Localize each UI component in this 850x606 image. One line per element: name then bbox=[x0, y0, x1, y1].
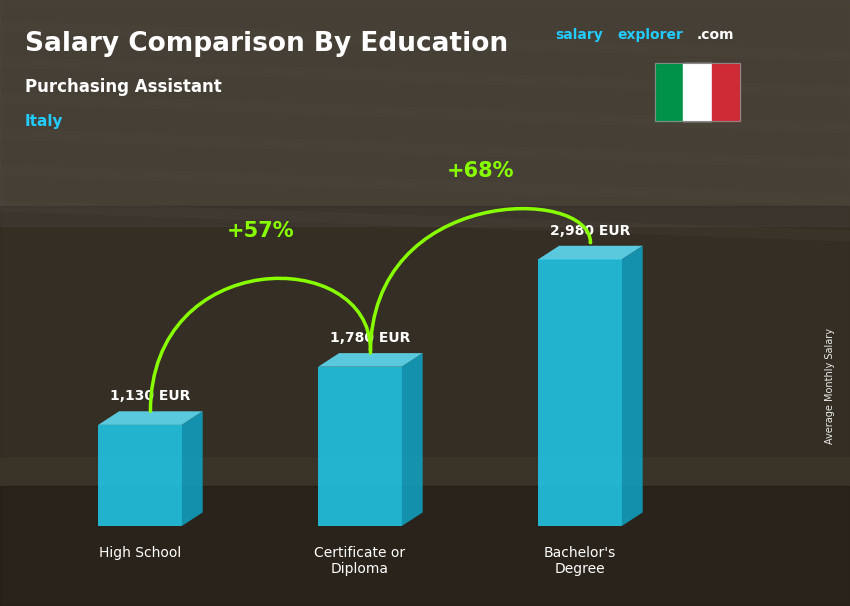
FancyArrowPatch shape bbox=[150, 278, 371, 411]
Text: Purchasing Assistant: Purchasing Assistant bbox=[25, 78, 222, 96]
Text: 1,130 EUR: 1,130 EUR bbox=[110, 389, 190, 404]
Text: +57%: +57% bbox=[227, 221, 294, 241]
Bar bbox=[0, 0, 850, 226]
Bar bbox=[655, 63, 683, 121]
Text: Average Monthly Salary: Average Monthly Salary bbox=[825, 328, 835, 444]
Bar bbox=[683, 63, 711, 121]
Text: Italy: Italy bbox=[25, 114, 64, 129]
Polygon shape bbox=[99, 425, 182, 526]
Text: explorer: explorer bbox=[617, 28, 683, 42]
Text: High School: High School bbox=[99, 546, 181, 560]
Text: Certificate or
Diploma: Certificate or Diploma bbox=[314, 546, 405, 576]
Bar bbox=[655, 63, 740, 121]
Bar bbox=[0, 206, 850, 456]
Text: 1,780 EUR: 1,780 EUR bbox=[331, 331, 411, 345]
Text: Bachelor's
Degree: Bachelor's Degree bbox=[544, 546, 616, 576]
Text: .com: .com bbox=[697, 28, 734, 42]
Polygon shape bbox=[99, 411, 202, 425]
Text: salary: salary bbox=[555, 28, 603, 42]
Text: +68%: +68% bbox=[447, 161, 514, 181]
Polygon shape bbox=[538, 259, 622, 526]
Polygon shape bbox=[538, 246, 643, 259]
Text: Salary Comparison By Education: Salary Comparison By Education bbox=[25, 31, 508, 57]
Polygon shape bbox=[318, 367, 402, 526]
Polygon shape bbox=[622, 246, 643, 526]
FancyArrowPatch shape bbox=[371, 208, 591, 353]
Polygon shape bbox=[182, 411, 202, 526]
Polygon shape bbox=[318, 353, 422, 367]
Bar bbox=[711, 63, 740, 121]
Polygon shape bbox=[402, 353, 422, 526]
Text: 2,980 EUR: 2,980 EUR bbox=[550, 224, 631, 238]
Bar bbox=[0, 486, 850, 606]
